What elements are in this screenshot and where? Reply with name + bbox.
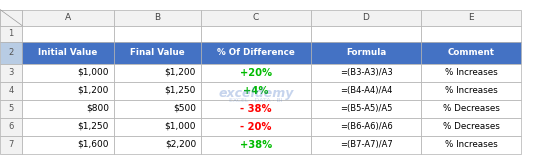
Bar bbox=[311, 135, 421, 154]
Text: +38%: +38% bbox=[240, 140, 272, 149]
Text: % Of Difference: % Of Difference bbox=[217, 48, 295, 57]
Bar bbox=[421, 135, 521, 154]
Text: Initial Value: Initial Value bbox=[39, 48, 98, 57]
Bar bbox=[201, 99, 311, 118]
Text: $1,000: $1,000 bbox=[165, 122, 196, 131]
Bar bbox=[311, 82, 421, 99]
Text: 5: 5 bbox=[8, 104, 13, 113]
Bar bbox=[421, 64, 521, 82]
Bar bbox=[421, 99, 521, 118]
Text: A: A bbox=[65, 13, 71, 22]
Bar bbox=[0, 118, 22, 135]
Bar bbox=[114, 118, 201, 135]
Bar bbox=[114, 42, 201, 64]
Bar bbox=[0, 135, 22, 154]
Bar bbox=[0, 64, 22, 82]
Bar bbox=[114, 9, 201, 25]
Bar bbox=[201, 9, 311, 25]
Text: $1,000: $1,000 bbox=[78, 68, 109, 77]
Text: 4: 4 bbox=[8, 86, 13, 95]
Text: $1,600: $1,600 bbox=[78, 140, 109, 149]
Bar bbox=[114, 135, 201, 154]
Text: +4%: +4% bbox=[243, 86, 269, 96]
Text: =(B6-A6)/A6: =(B6-A6)/A6 bbox=[340, 122, 392, 131]
Text: C: C bbox=[253, 13, 259, 22]
Bar bbox=[0, 82, 22, 99]
Text: 2: 2 bbox=[8, 48, 13, 57]
Bar bbox=[114, 64, 201, 82]
Bar bbox=[22, 25, 114, 42]
Bar bbox=[22, 82, 114, 99]
Bar bbox=[201, 118, 311, 135]
Bar bbox=[311, 64, 421, 82]
Text: B: B bbox=[155, 13, 161, 22]
Text: $1,250: $1,250 bbox=[165, 86, 196, 95]
Bar bbox=[421, 9, 521, 25]
Bar bbox=[421, 118, 521, 135]
Bar bbox=[114, 25, 201, 42]
Text: exceldemy: exceldemy bbox=[218, 87, 294, 100]
Text: EXCEL · DATA · BI: EXCEL · DATA · BI bbox=[229, 98, 283, 103]
Bar bbox=[311, 42, 421, 64]
Bar bbox=[22, 9, 114, 25]
Bar bbox=[421, 82, 521, 99]
Text: % Increases: % Increases bbox=[445, 68, 497, 77]
Bar bbox=[311, 118, 421, 135]
Text: =(B7-A7)/A7: =(B7-A7)/A7 bbox=[340, 140, 392, 149]
Bar bbox=[0, 99, 22, 118]
Text: Formula: Formula bbox=[346, 48, 386, 57]
Text: Comment: Comment bbox=[448, 48, 494, 57]
Bar bbox=[22, 99, 114, 118]
Text: % Decreases: % Decreases bbox=[442, 122, 499, 131]
Text: - 20%: - 20% bbox=[240, 121, 272, 132]
Text: % Decreases: % Decreases bbox=[442, 104, 499, 113]
Bar bbox=[0, 9, 22, 25]
Text: $1,250: $1,250 bbox=[78, 122, 109, 131]
Bar bbox=[22, 42, 114, 64]
Text: +20%: +20% bbox=[240, 67, 272, 77]
Text: D: D bbox=[363, 13, 369, 22]
Bar bbox=[0, 25, 22, 42]
Text: 1: 1 bbox=[8, 29, 13, 38]
Bar bbox=[22, 135, 114, 154]
Text: Final Value: Final Value bbox=[130, 48, 185, 57]
Bar bbox=[311, 9, 421, 25]
Text: $800: $800 bbox=[86, 104, 109, 113]
Text: =(B3-A3)/A3: =(B3-A3)/A3 bbox=[340, 68, 392, 77]
Bar bbox=[201, 42, 311, 64]
Text: E: E bbox=[468, 13, 474, 22]
Text: =(B4-A4)/A4: =(B4-A4)/A4 bbox=[340, 86, 392, 95]
Bar bbox=[201, 135, 311, 154]
Bar bbox=[0, 42, 22, 64]
Text: - 38%: - 38% bbox=[240, 104, 272, 113]
Text: 3: 3 bbox=[8, 68, 14, 77]
Text: 7: 7 bbox=[8, 140, 14, 149]
Bar bbox=[201, 82, 311, 99]
Bar bbox=[201, 25, 311, 42]
Bar bbox=[311, 99, 421, 118]
Bar bbox=[114, 82, 201, 99]
Text: $2,200: $2,200 bbox=[165, 140, 196, 149]
Bar bbox=[421, 42, 521, 64]
Bar bbox=[201, 64, 311, 82]
Bar bbox=[22, 64, 114, 82]
Text: $1,200: $1,200 bbox=[165, 68, 196, 77]
Text: % Increases: % Increases bbox=[445, 140, 497, 149]
Text: % Increases: % Increases bbox=[445, 86, 497, 95]
Text: 6: 6 bbox=[8, 122, 14, 131]
Text: =(B5-A5)/A5: =(B5-A5)/A5 bbox=[340, 104, 392, 113]
Bar bbox=[114, 99, 201, 118]
Bar bbox=[311, 25, 421, 42]
Bar bbox=[22, 118, 114, 135]
Bar bbox=[421, 25, 521, 42]
Bar bbox=[0, 9, 22, 25]
Text: $1,200: $1,200 bbox=[78, 86, 109, 95]
Text: $500: $500 bbox=[173, 104, 196, 113]
